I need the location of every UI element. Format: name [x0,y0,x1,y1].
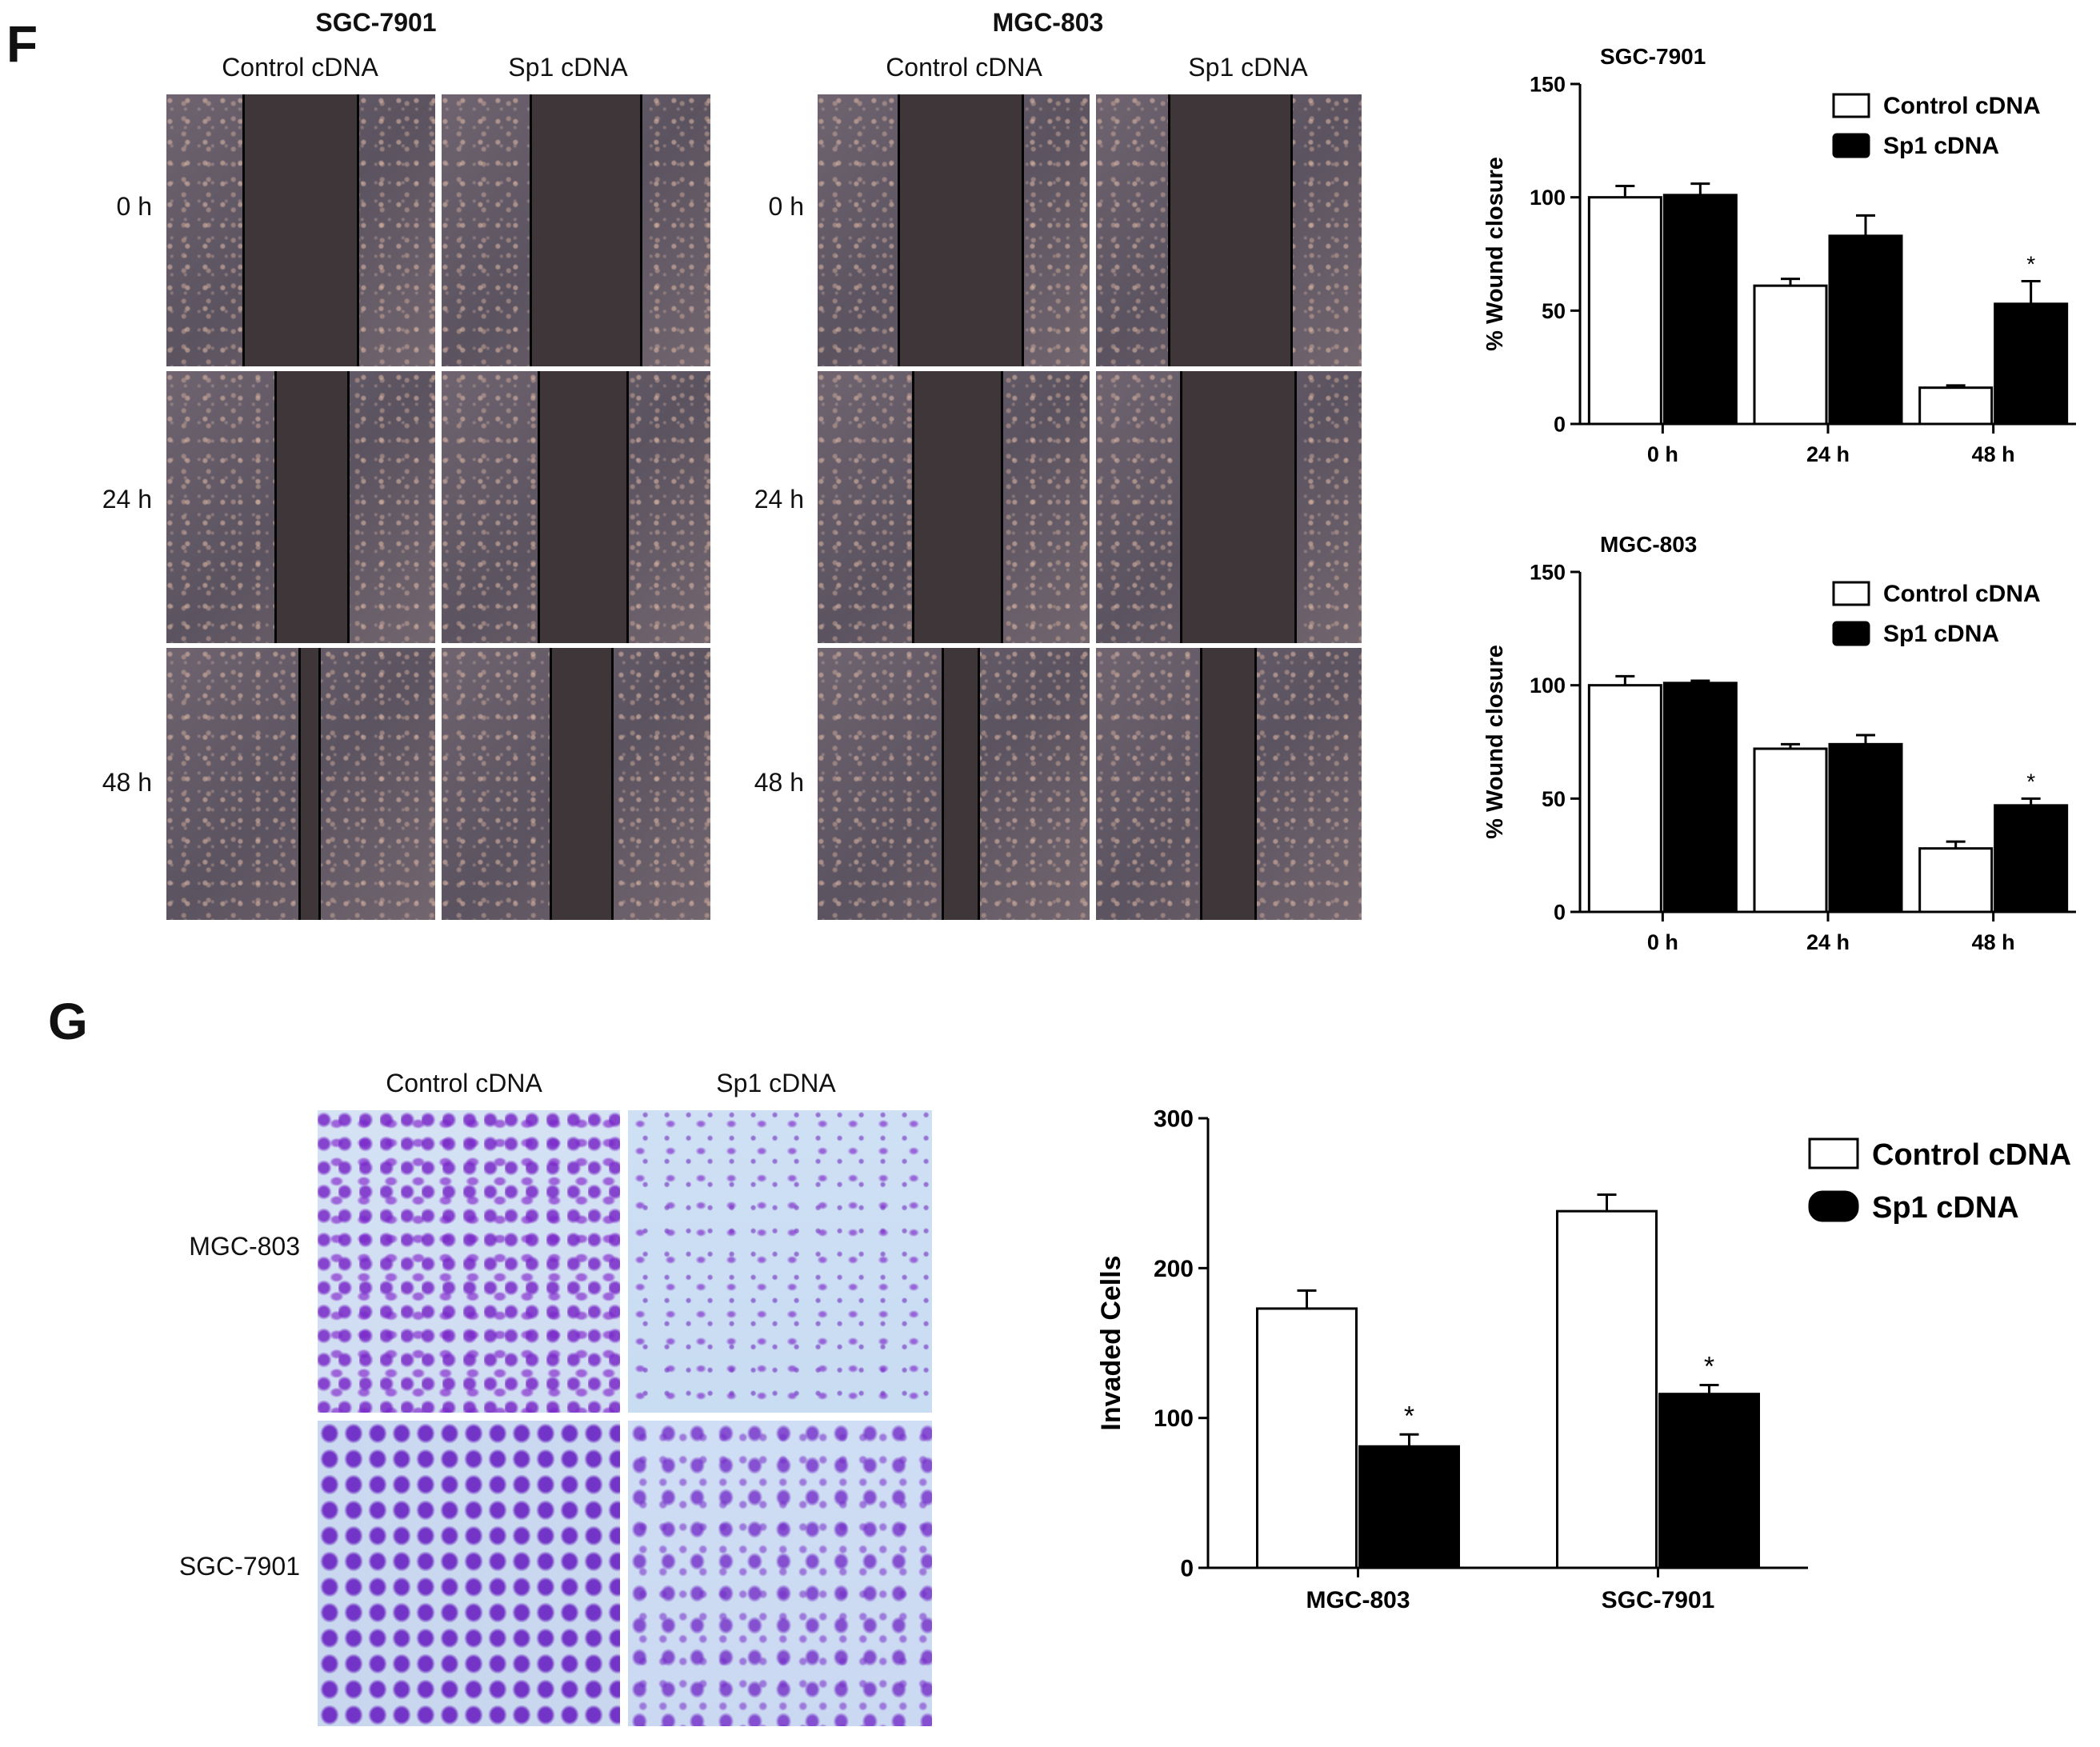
bar [1658,1393,1760,1569]
wound-image-sgc7901-sp1-48h [442,648,710,920]
legend-label: Sp1 cDNA [1872,1191,2019,1225]
row-label-24h: 24 h [754,485,804,514]
significance-marker: * [2026,769,2035,794]
bar [1556,1209,1658,1569]
chart-wound-mgc803: MGC-803 0 50 100 150 % Wound closure 0 h 24 h 48… [1482,532,2076,954]
wound-image-mgc803-sp1-0h [1096,94,1362,366]
y-tick-label: 50 [1542,787,1566,811]
y-axis-label: % Wound closure [1482,157,1508,351]
col-label-sp1: Sp1 cDNA [716,1069,836,1097]
bar [1828,742,1903,913]
row-label-48h: 48 h [102,768,152,797]
legend-swatch [1832,621,1870,646]
y-tick-label: 100 [1154,1405,1194,1432]
bar [1587,684,1662,913]
x-tick-label: 0 h [1647,930,1678,954]
y-tick-label: 0 [1554,412,1566,436]
row-label-0h: 0 h [116,192,152,221]
row-label-24h: 24 h [102,485,152,514]
wound-image-sgc7901-control-0h [166,94,435,366]
legend-swatch [1808,1190,1859,1222]
legend-label: Sp1 cDNA [1883,133,1999,159]
invasion-image-sgc7901-sp1 [628,1421,932,1726]
legend-swatch [1832,93,1870,118]
row-label-48h: 48 h [754,768,804,797]
wound-image-mgc803-control-48h [818,648,1090,920]
bar [1256,1307,1358,1569]
x-tick-label: 48 h [1972,930,2015,954]
col-label-control: Control cDNA [386,1069,542,1097]
wound-image-mgc803-control-0h [818,94,1090,366]
y-tick-label: 0 [1180,1556,1194,1582]
col-label-control: Control cDNA [886,53,1042,82]
bar [1828,234,1903,426]
legend-swatch [1808,1137,1859,1169]
invasion-image-mgc803-sp1 [628,1110,932,1413]
invasion-image-mgc803-control [318,1110,620,1413]
legend-label: Sp1 cDNA [1883,621,1999,647]
x-tick-label: 24 h [1806,930,1850,954]
bar [1753,747,1828,913]
col-label-sp1: Sp1 cDNA [508,53,628,82]
x-tick-label: 48 h [1972,442,2015,466]
legend-label: Control cDNA [1872,1138,2071,1172]
chart-title: MGC-803 [1600,532,1697,557]
y-tick-label: 100 [1530,674,1566,698]
significance-marker: * [1404,1401,1414,1431]
chart-invaded-cells: 0 100 200 300 Invaded Cells MGC-803 * SGC-7901 *… [1096,1106,2071,1614]
y-tick-label: 150 [1530,560,1566,584]
significance-marker: * [2026,252,2035,277]
col-label-sp1: Sp1 cDNA [1188,53,1308,82]
legend-label: Control cDNA [1883,93,2041,119]
y-axis-label: % Wound closure [1482,645,1508,839]
row-label-0h: 0 h [768,192,804,221]
wound-image-sgc7901-control-48h [166,648,435,920]
significance-marker: * [1704,1351,1714,1381]
y-axis-label: Invaded Cells [1096,1255,1126,1430]
y-tick-label: 50 [1542,299,1566,323]
bar [1918,386,1994,426]
wound-image-mgc803-sp1-24h [1096,371,1362,643]
legend-label: Control cDNA [1883,581,2041,607]
wound-image-sgc7901-sp1-24h [442,371,710,643]
bar [1994,804,2069,913]
bar [1662,194,1738,426]
wound-image-mgc803-sp1-48h [1096,648,1362,920]
wound-image-sgc7901-sp1-0h [442,94,710,366]
x-tick-label: SGC-7901 [1602,1587,1715,1613]
y-tick-label: 0 [1554,900,1566,924]
y-tick-label: 150 [1530,72,1566,96]
panel-letter-f: F [6,15,38,73]
y-tick-label: 300 [1154,1106,1194,1133]
bar [1994,302,2069,426]
chart-wound-sgc7901: SGC-7901 0 50 100 150 % Wound closure 0 h 24 h 4… [1482,44,2076,466]
invasion-image-sgc7901-control [318,1421,620,1726]
legend-swatch [1832,581,1870,606]
y-tick-label: 100 [1530,186,1566,210]
x-tick-label: 0 h [1647,442,1678,466]
group-title-mgc803: MGC-803 [992,8,1104,37]
y-tick-label: 200 [1154,1256,1194,1282]
x-tick-label: MGC-803 [1306,1587,1410,1613]
panel-letter-g: G [48,993,88,1050]
group-title-sgc7901: SGC-7901 [315,8,437,37]
x-tick-label: 24 h [1806,442,1850,466]
bar [1358,1445,1460,1569]
row-label-mgc803: MGC-803 [189,1232,300,1261]
wound-image-sgc7901-control-24h [166,371,435,643]
bar [1662,682,1738,913]
col-label-control: Control cDNA [222,53,378,82]
legend-swatch [1832,133,1870,158]
bar [1587,196,1662,426]
row-label-sgc7901: SGC-7901 [178,1552,300,1581]
bar [1753,284,1828,426]
chart-title: SGC-7901 [1600,44,1706,69]
wound-image-mgc803-control-24h [818,371,1090,643]
bar [1918,847,1994,913]
